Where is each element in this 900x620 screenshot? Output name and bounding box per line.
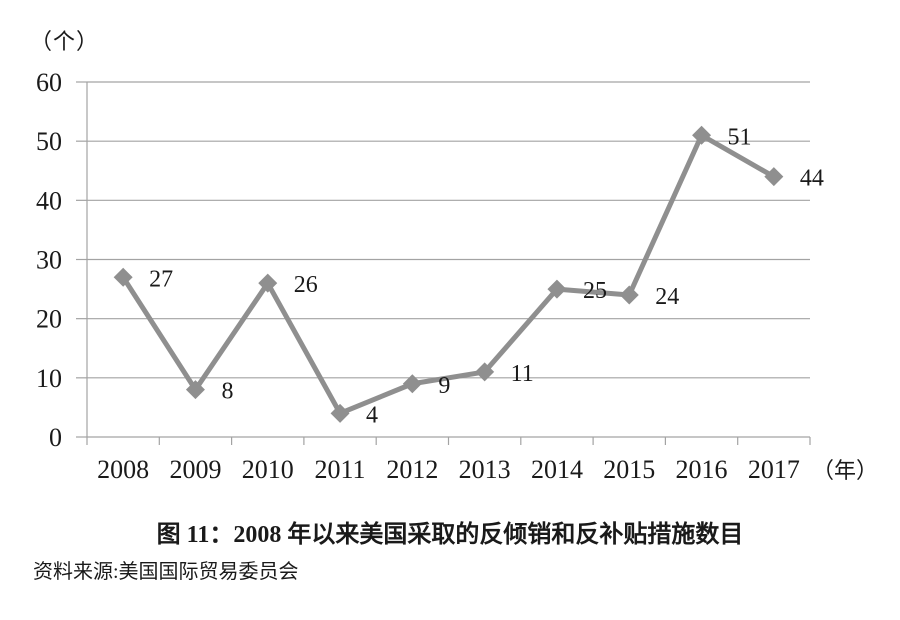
x-tick-label: 2008 (97, 455, 149, 484)
data-point-marker (475, 362, 495, 382)
data-point-marker (330, 403, 350, 423)
data-point-marker (185, 380, 205, 400)
y-axis-unit-label: （个） (30, 29, 100, 54)
source-note: 资料来源:美国国际贸易委员会 (33, 561, 299, 583)
y-tick-label: 40 (36, 186, 62, 215)
data-point-label: 4 (366, 402, 378, 428)
y-tick-label: 0 (49, 423, 62, 452)
data-point-label: 27 (149, 266, 173, 292)
data-point-marker (692, 125, 712, 145)
x-tick-label: 2014 (531, 455, 583, 484)
data-point-marker (619, 285, 639, 305)
y-tick-label: 30 (36, 246, 62, 275)
line-chart: 0 10 20 30 40 50 60 2008 2009 2010 2011 2012 2013 201… (36, 68, 878, 484)
data-point-label: 11 (511, 361, 534, 387)
data-point-marker (258, 273, 278, 293)
x-tick-label: 2013 (459, 455, 511, 484)
y-tick-label: 10 (36, 364, 62, 393)
x-tick-label: 2016 (676, 455, 728, 484)
data-line (121, 132, 776, 416)
data-point-marker (402, 374, 422, 394)
figure-caption: 图 11：2008 年以来美国采取的反倾销和反补贴措施数目 (156, 522, 744, 548)
x-tick-label: 2010 (242, 455, 294, 484)
x-tick-label: 2017 (748, 455, 800, 484)
y-tick-label: 50 (36, 127, 62, 156)
data-point-label: 44 (800, 166, 824, 192)
x-axis-unit-label: （年） (812, 458, 878, 483)
x-tick-label: 2009 (169, 455, 221, 484)
data-point-marker (113, 267, 133, 287)
data-point-marker (764, 167, 784, 187)
data-point-label: 51 (728, 124, 752, 150)
data-point-label: 26 (294, 272, 318, 298)
y-tick-label: 60 (36, 68, 62, 97)
x-tick-label: 2012 (386, 455, 438, 484)
data-point-label: 8 (221, 379, 233, 405)
data-point-label: 9 (438, 373, 450, 399)
data-point-marker (547, 279, 567, 299)
data-point-label: 24 (655, 284, 679, 310)
x-tick-label: 2011 (315, 455, 366, 484)
x-tick-label: 2015 (603, 455, 655, 484)
y-tick-label: 20 (36, 305, 62, 334)
data-point-label: 25 (583, 278, 607, 304)
